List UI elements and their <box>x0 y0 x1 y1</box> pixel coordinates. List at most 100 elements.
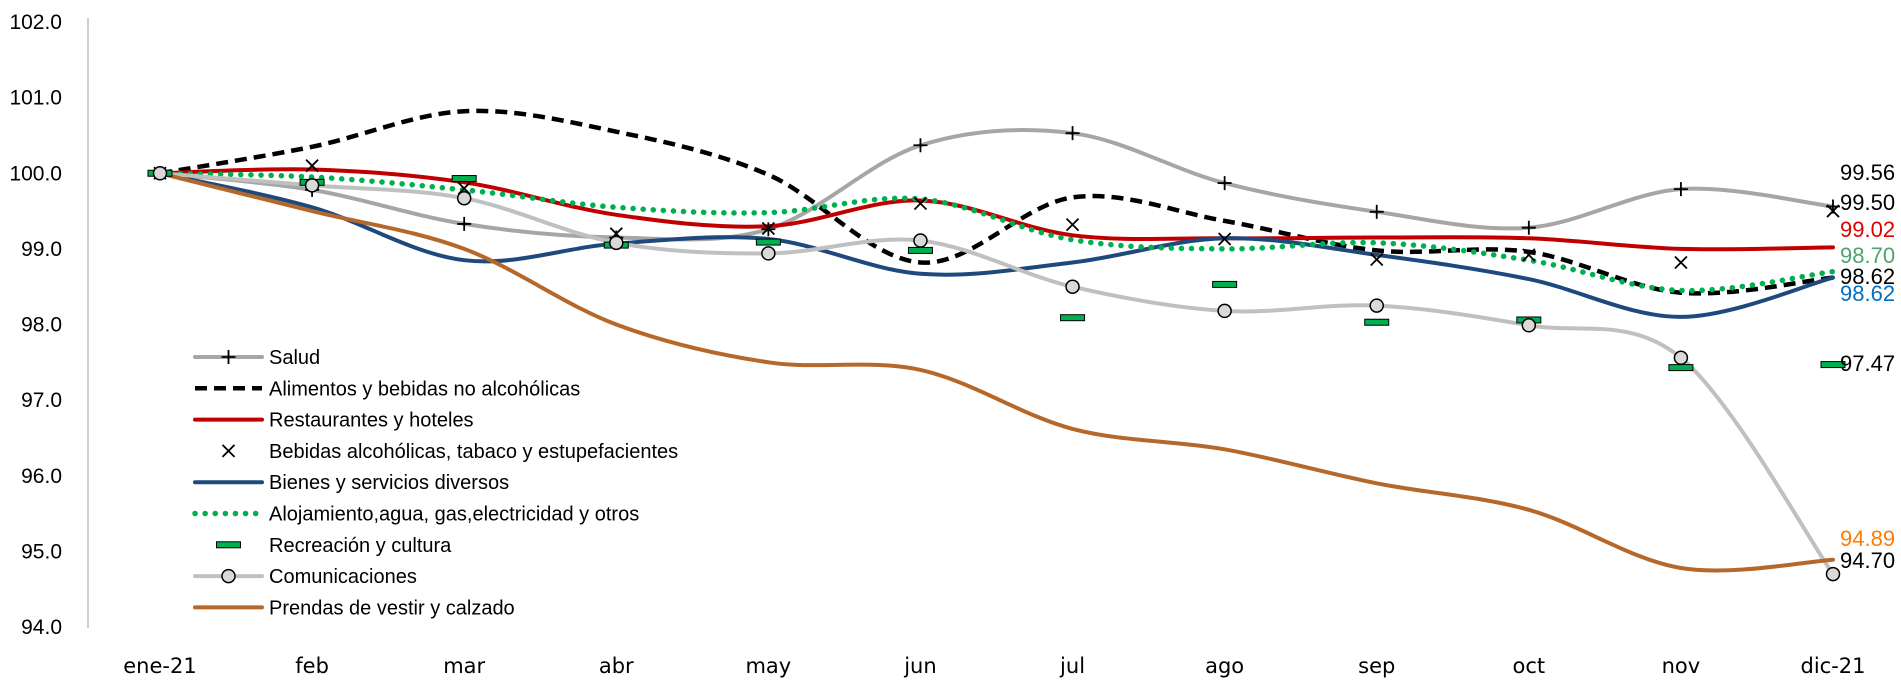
end-label: 94.70 <box>1840 548 1895 573</box>
y-tick-label: 94.0 <box>21 616 62 639</box>
series-7-point <box>913 233 928 248</box>
end-label: 94.89 <box>1840 526 1895 551</box>
legend-entry: Alojamiento,agua, gas,electricidad y otr… <box>192 504 639 526</box>
series-7-point <box>1673 350 1689 366</box>
series-7-point <box>761 246 776 261</box>
series-6-point <box>1820 361 1846 369</box>
series-6-point <box>1212 280 1238 288</box>
series-0-point <box>1065 126 1080 141</box>
end-label: 98.62 <box>1840 281 1895 306</box>
x-tick-label: jun <box>903 654 936 678</box>
series-6-point <box>1364 318 1390 326</box>
series-8-line <box>158 171 1835 573</box>
x-tick-label: dic-21 <box>1800 654 1865 678</box>
legend-marker <box>221 444 236 458</box>
end-label: 97.47 <box>1840 351 1895 376</box>
series-3-point <box>305 159 319 173</box>
y-tick-label: 95.0 <box>21 540 62 563</box>
y-tick-label: 96.0 <box>21 465 62 488</box>
x-tick-label: mar <box>443 654 485 678</box>
x-tick-label: ene-21 <box>123 654 196 678</box>
series-0-point <box>457 216 472 231</box>
series-0-point <box>1673 182 1688 197</box>
legend-label: Alojamiento,agua, gas,electricidad y otr… <box>269 504 639 526</box>
x-tick-label: nov <box>1662 654 1701 678</box>
series-7-point <box>1825 566 1841 582</box>
y-tick-label: 97.0 <box>21 389 62 412</box>
markers-layer <box>147 126 1846 582</box>
series-7-point <box>1369 298 1384 313</box>
series-7-point <box>609 235 624 251</box>
legend-symbol <box>221 444 236 458</box>
legend-label: Bebidas alcohólicas, tabaco y estupefaci… <box>269 441 678 463</box>
legend-label: Bienes y servicios diversos <box>269 472 509 494</box>
legend-label: Recreación y cultura <box>269 535 452 557</box>
series-3-point <box>1065 218 1080 232</box>
legend-entry: Restaurantes y hoteles <box>193 410 474 432</box>
end-label: 99.56 <box>1840 160 1895 185</box>
legend-symbol <box>193 568 264 584</box>
legend-label: Restaurantes y hoteles <box>269 410 474 432</box>
series-6-point <box>907 246 933 254</box>
x-tick-label: jul <box>1059 654 1085 678</box>
legend-symbol <box>193 350 264 364</box>
x-tick-label: ago <box>1205 654 1244 678</box>
x-tick-label: oct <box>1512 654 1545 678</box>
series-3-point <box>1826 204 1840 218</box>
series-3-point <box>1370 252 1384 267</box>
series-4-line <box>158 171 1835 319</box>
end-label: 99.02 <box>1840 217 1895 242</box>
legend-entry: Alimentos y bebidas no alcohólicas <box>195 378 580 400</box>
series-3-point <box>761 221 776 236</box>
series-0-point <box>1369 204 1384 219</box>
series-1-line <box>159 108 1834 296</box>
y-tick-label: 102.0 <box>9 11 62 34</box>
x-tick-label: sep <box>1358 654 1395 678</box>
legend-marker <box>221 350 236 364</box>
legend-entry: Comunicaciones <box>193 566 417 588</box>
x-tick-label: may <box>745 654 791 678</box>
series-0-point <box>913 138 928 153</box>
y-tick-label: 100.0 <box>9 162 62 185</box>
y-tick-label: 98.0 <box>21 314 62 337</box>
y-tick-label: 99.0 <box>21 238 62 261</box>
series-3-point <box>1674 255 1688 270</box>
series-3-point <box>1218 232 1232 246</box>
series-7-point <box>456 190 472 206</box>
series-7-point <box>152 166 168 181</box>
legend-label: Prendas de vestir y calzado <box>269 597 515 619</box>
x-axis-ticks: ene-21 feb mar abr may jun jul ago sep oct nov dic-… <box>123 654 1865 678</box>
end-labels: 99.5699.5099.0298.7098.6298.6297.4794.89… <box>1840 160 1895 573</box>
series-3-point <box>913 196 928 211</box>
y-axis-ticks: 102.0 101.0 100.0 99.0 98.0 97.0 96.0 95.0 94.0 <box>9 11 62 639</box>
x-tick-label: abr <box>599 654 634 678</box>
legend-entry: Salud <box>193 347 320 369</box>
series-2-line <box>158 167 1835 252</box>
legend-entry: Recreación y cultura <box>216 535 452 557</box>
legend-entry: Bienes y servicios diversos <box>193 472 509 494</box>
series-0-line <box>158 127 1835 242</box>
end-label: 98.70 <box>1840 243 1895 268</box>
series-3-point <box>1522 248 1536 262</box>
legend-entry: Bebidas alcohólicas, tabaco y estupefaci… <box>221 441 678 463</box>
series-7-point <box>1217 303 1232 319</box>
legend-entry: Prendas de vestir y calzado <box>193 597 515 619</box>
series-7-point <box>304 178 320 193</box>
legend-marker <box>221 568 236 584</box>
legend: Salud Alimentos y bebidas no alcohólicas R… <box>192 347 678 619</box>
end-label: 99.50 <box>1840 190 1895 215</box>
series-6-point <box>1668 364 1694 372</box>
series-6-point <box>451 175 477 183</box>
x-tick-label: feb <box>295 654 329 678</box>
series-6-point <box>1060 314 1086 322</box>
series-0-point <box>1521 220 1536 235</box>
legend-marker <box>216 541 241 549</box>
end-label: 98.62 <box>1840 264 1895 289</box>
series-6-point <box>755 238 781 246</box>
legend-label: Comunicaciones <box>269 566 417 588</box>
series-7-point <box>1065 279 1080 294</box>
y-tick-label: 101.0 <box>9 87 62 110</box>
series-7-line <box>158 171 1835 577</box>
legend-symbol <box>216 541 241 549</box>
